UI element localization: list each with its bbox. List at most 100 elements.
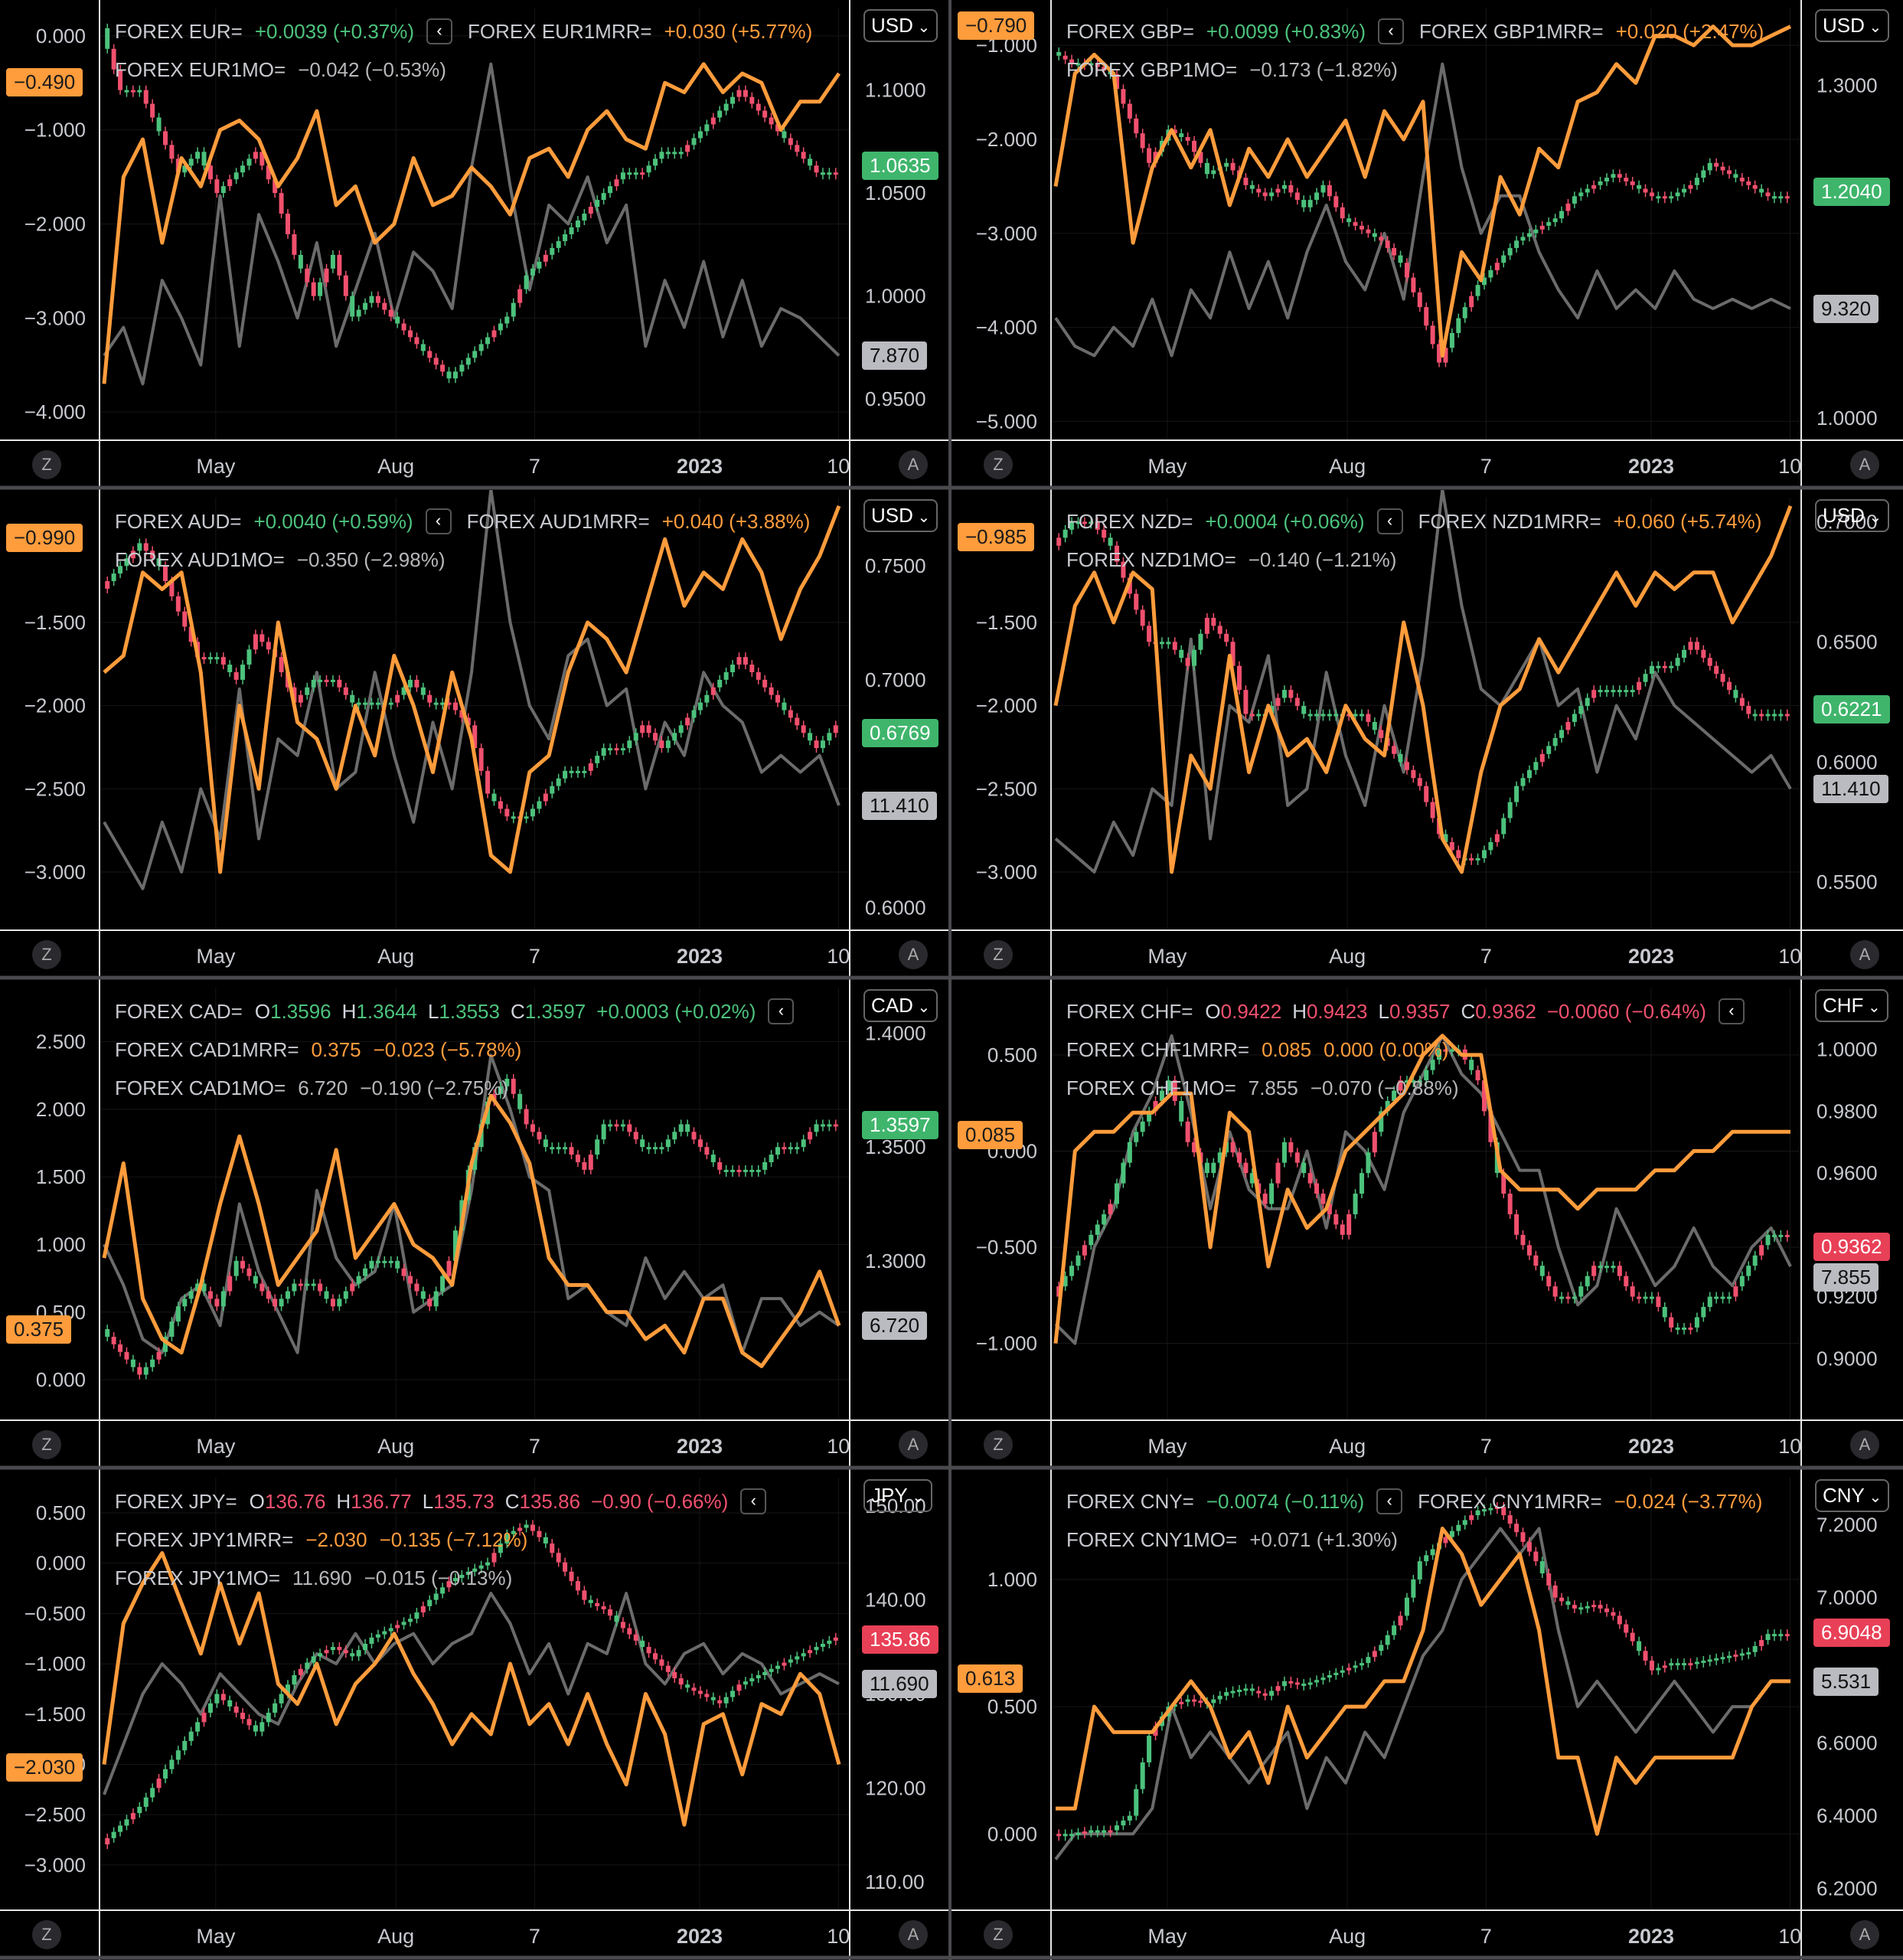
collapse-legend-button[interactable]: ‹ (1376, 508, 1403, 534)
currency-select[interactable]: USD ⌄ (1815, 499, 1890, 532)
candle-body (1430, 1060, 1435, 1070)
chart-panel-cad-4: 2.500 2.000 1.500 1.000 0.500 0.000 1.4000 1.35… (0, 980, 952, 1470)
currency-select[interactable]: USD ⌄ (1815, 9, 1890, 42)
candle-body (1585, 697, 1590, 707)
candle-body (388, 309, 393, 317)
collapse-legend-button[interactable]: ‹ (425, 508, 452, 534)
candle-body (1411, 1080, 1416, 1083)
auto-scale-button[interactable]: A (1850, 1920, 1879, 1949)
zoom-reset-button[interactable]: Z (32, 1430, 61, 1459)
candle-body (1611, 1612, 1616, 1616)
x-axis-tick: May (196, 1435, 236, 1458)
candle-body (292, 1674, 297, 1685)
zoom-reset-button[interactable]: Z (984, 450, 1013, 479)
legend-row-pair: FOREX AUD= +0.0040 (+0.59%) ‹ FOREX AUD1MRR… (115, 502, 822, 541)
candle-body (1746, 181, 1751, 185)
right-axis-tick: 0.7500 (865, 554, 926, 577)
candle-body (1301, 200, 1307, 207)
candle-body (1127, 103, 1132, 119)
x-axis-tick: Aug (377, 455, 414, 478)
zoom-reset-button[interactable]: Z (984, 1430, 1013, 1459)
candle-body (446, 702, 452, 705)
auto-scale-button[interactable]: A (899, 1430, 928, 1459)
collapse-legend-button[interactable]: ‹ (1718, 998, 1745, 1024)
candle-body (730, 1169, 736, 1172)
currency-select[interactable]: CHF ⌄ (1815, 989, 1888, 1022)
candle-body (1294, 192, 1300, 201)
candle-body (550, 1147, 555, 1150)
candle-body (337, 679, 342, 688)
candle-body (1366, 229, 1371, 234)
candle-body (305, 1283, 310, 1286)
candle-body (1643, 1296, 1648, 1299)
legend-row-rr: FOREX CAD1MRR= 0.375 −0.023 (−5.78%) (115, 1031, 809, 1069)
candle-body (1294, 1682, 1300, 1685)
collapse-legend-button[interactable]: ‹ (768, 998, 795, 1024)
currency-select[interactable]: CNY ⌄ (1815, 1479, 1890, 1512)
currency-select[interactable]: CAD ⌄ (863, 989, 938, 1022)
candle-body (1243, 690, 1249, 714)
candle-body (1069, 59, 1075, 64)
auto-scale-button[interactable]: A (1850, 1430, 1879, 1459)
candle-body (1494, 1506, 1500, 1509)
candle-body (1746, 1651, 1751, 1655)
pair-change: −0.90 (−0.66%) (591, 1490, 729, 1513)
candle-body (788, 138, 793, 145)
rr-label: FOREX CAD1MRR= (115, 1038, 299, 1061)
candle-body (1578, 192, 1584, 197)
zoom-reset-button[interactable]: Z (32, 1920, 61, 1949)
x-axis-tick: 2023 (1628, 1435, 1674, 1458)
candle-body (440, 702, 446, 705)
candle-body (601, 1124, 606, 1140)
auto-scale-button[interactable]: A (899, 1920, 928, 1949)
candle-body (646, 1647, 651, 1654)
zoom-reset-button[interactable]: Z (32, 940, 61, 969)
right-axis-tick: 0.9000 (1816, 1347, 1878, 1370)
auto-scale-button[interactable]: A (899, 940, 928, 969)
candle-body (427, 694, 432, 703)
candle-body (369, 296, 374, 303)
rr-label: FOREX CHF1MRR= (1066, 1038, 1250, 1061)
auto-scale-button[interactable]: A (1850, 940, 1879, 969)
candle-body (1115, 1825, 1119, 1831)
candle-body (1211, 170, 1216, 175)
candle-body (1198, 1700, 1203, 1704)
candle-body (408, 1619, 413, 1622)
currency-value: CNY (1823, 1484, 1865, 1507)
candle-body (1501, 255, 1506, 263)
currency-select[interactable]: USD ⌄ (863, 9, 938, 42)
currency-select[interactable]: USD ⌄ (863, 499, 938, 532)
candle-body (659, 1659, 664, 1666)
candle-body (1204, 617, 1209, 634)
auto-scale-button[interactable]: A (1850, 450, 1879, 479)
right-axis-tick: 0.7000 (865, 668, 926, 691)
currency-select[interactable]: JPY ⌄ (863, 1479, 933, 1512)
candle-body (1262, 192, 1268, 197)
candle-body (1237, 665, 1242, 691)
candle-body (1230, 1142, 1235, 1153)
right-axis-tick: 1.1000 (865, 79, 926, 102)
candle-body (782, 1662, 787, 1666)
candle-body (427, 351, 432, 358)
candle-body (1475, 1510, 1480, 1516)
zoom-reset-button[interactable]: Z (984, 1920, 1013, 1949)
collapse-legend-button[interactable]: ‹ (1376, 1488, 1403, 1514)
collapse-legend-button[interactable]: ‹ (740, 1488, 767, 1514)
candle-body (1056, 537, 1062, 546)
candle-body (395, 1260, 400, 1269)
candle-body (1552, 1585, 1558, 1598)
chart-panel-jpy-6: 0.5000.000−0.500−1.000−1.500−2.000−2.500… (0, 1470, 952, 1960)
collapse-legend-button[interactable]: ‹ (1378, 18, 1405, 44)
right-axis-tick: 1.0000 (865, 285, 926, 308)
zoom-reset-button[interactable]: Z (984, 940, 1013, 969)
auto-scale-button[interactable]: A (899, 450, 928, 479)
candle-body (286, 1291, 290, 1299)
candle-body (1475, 858, 1480, 861)
zoom-reset-button[interactable]: Z (32, 450, 61, 479)
candle-body (717, 1700, 723, 1704)
candle-body (524, 1524, 529, 1528)
collapse-legend-button[interactable]: ‹ (426, 18, 453, 44)
candle-body (608, 1124, 613, 1127)
candle-body (1617, 1615, 1622, 1625)
rr-change: 0.000 (0.00%) (1324, 1038, 1449, 1061)
